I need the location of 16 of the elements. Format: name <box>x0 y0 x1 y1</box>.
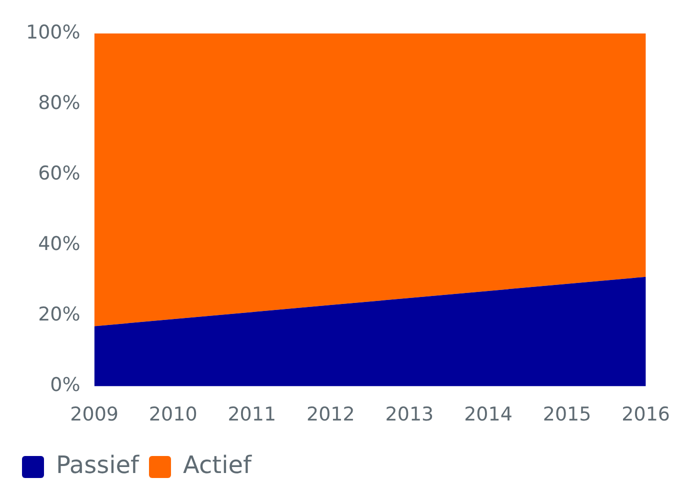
x-tick-label: 2013 <box>385 404 434 426</box>
y-tick-label: 60% <box>38 162 80 184</box>
x-tick-label: 2016 <box>622 404 670 426</box>
x-tick-label: 2010 <box>148 404 198 426</box>
x-tick-label: 2011 <box>228 404 276 426</box>
y-tick-label: 80% <box>38 92 80 114</box>
y-tick-label: 20% <box>38 304 80 326</box>
x-tick-label: 2012 <box>306 404 355 426</box>
legend-label: Actief <box>182 451 252 480</box>
x-tick-label: 2015 <box>542 404 592 426</box>
legend-label: Passief <box>56 451 140 480</box>
y-tick-label: 40% <box>38 233 80 256</box>
y-tick-label: 0% <box>50 374 80 396</box>
x-tick-label: 2009 <box>70 404 118 426</box>
x-tick-label: 2014 <box>464 404 512 426</box>
y-tick-label: 100% <box>26 21 80 44</box>
